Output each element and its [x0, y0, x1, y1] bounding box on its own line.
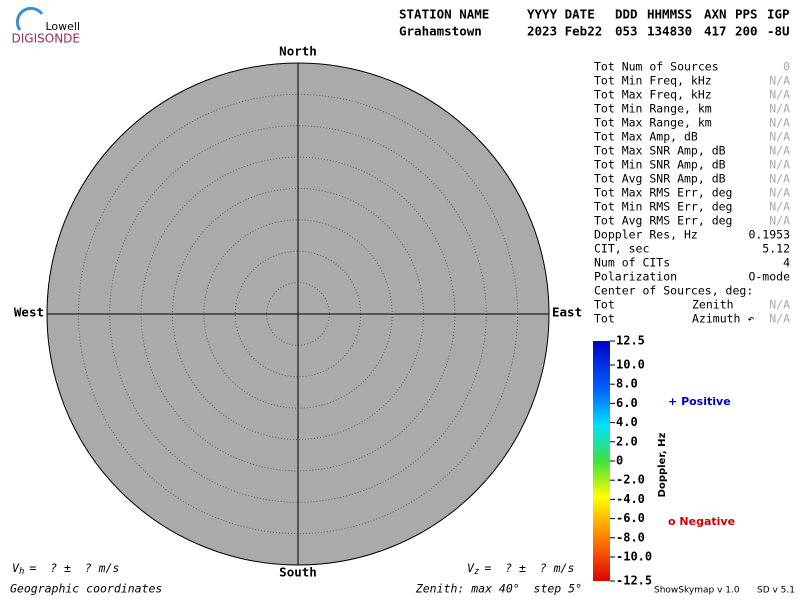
version-label: SD v 5.1 [757, 586, 795, 596]
vz-text: = ? ± ? m/s [484, 561, 574, 575]
west-label: West [14, 305, 44, 320]
stat-label: Tot Min SNR Amp, dB [594, 158, 726, 172]
stat-value: N/A [769, 200, 790, 214]
zenith-label: Zenith: max 40° step 5° [415, 582, 582, 596]
header-value: Grahamstown [399, 24, 482, 39]
center-value: N/A [769, 298, 790, 312]
colorbar-tick-label: 0 [616, 454, 623, 468]
stat-label: Tot Max Freq, kHz [594, 88, 712, 102]
legend-negative: o Negative [668, 515, 735, 528]
stat-value: N/A [769, 116, 790, 130]
stat-label: Doppler Res, Hz [594, 228, 698, 242]
stat-value: N/A [769, 130, 790, 144]
colorbar-tick-label: -6.0 [616, 511, 645, 525]
colorbar-tick-label: 4.0 [616, 415, 638, 429]
stat-value: N/A [769, 102, 790, 116]
stat-value: 0.1953 [748, 228, 790, 242]
header-label: HHMMSS [647, 7, 692, 22]
colorbar-tick-label: -2.0 [616, 473, 645, 487]
stat-label: Num of CITs [594, 256, 670, 270]
vh-text: = ? ± ? m/s [29, 561, 119, 575]
stat-label: Tot Min Range, km [594, 102, 712, 116]
stat-label: Tot Avg RMS Err, deg [594, 214, 732, 228]
stat-value: N/A [769, 88, 790, 102]
stat-label: Tot Min Freq, kHz [594, 74, 712, 88]
legend-positive: + Positive [668, 395, 731, 408]
negative-symbol: o [668, 515, 676, 528]
vh-symbol: V [12, 561, 20, 575]
header-label: STATION NAME [399, 7, 489, 22]
header-label: DDD [615, 7, 638, 22]
center-title: Center of Sources, deg: [594, 284, 753, 298]
colorbar-tick-label: -12.5 [616, 574, 652, 588]
header-value: 053 [615, 24, 638, 39]
east-label: East [552, 305, 582, 320]
colorbar-tick-label: 2.0 [616, 434, 638, 448]
header-value: 417 [704, 24, 727, 39]
vh-label: Vh = ? ± ? m/s [12, 561, 119, 577]
header-label: YYYY DATE [527, 7, 595, 22]
stat-label: Tot Max SNR Amp, dB [594, 144, 726, 158]
stat-label: Tot Num of Sources [594, 60, 719, 74]
stat-value: N/A [769, 158, 790, 172]
vz-symbol: V [467, 561, 475, 575]
logo-arc [15, 6, 44, 31]
header-value: 134830 [647, 24, 692, 39]
stat-value: 5.12 [762, 242, 790, 256]
stat-value: N/A [769, 172, 790, 186]
center-value: N/A [769, 312, 790, 326]
stat-value: N/A [769, 144, 790, 158]
south-label: South [279, 565, 317, 580]
stat-value: O-mode [748, 270, 790, 284]
colorbar-tick-label: -8.0 [616, 530, 645, 544]
center-quantity: Azimuth ↶ [692, 312, 754, 326]
stat-value: 4 [783, 256, 790, 270]
colorbar-tick-label: 6.0 [616, 396, 638, 410]
stat-value: N/A [769, 214, 790, 228]
colorbar-tick-label: 10.0 [616, 358, 645, 372]
center-label: Tot [594, 312, 615, 326]
north-label: North [279, 44, 317, 59]
colorbar-tick-label: -4.0 [616, 492, 645, 506]
header-label: AXN [704, 7, 727, 22]
header-value: 200 [735, 24, 758, 39]
center-quantity: Zenith [692, 298, 734, 312]
stat-label: Tot Max RMS Err, deg [594, 186, 732, 200]
colorbar-title: Doppler, Hz [657, 433, 668, 498]
header-label: PPS [735, 7, 758, 22]
vz-label: Vz = ? ± ? m/s [467, 561, 574, 577]
stat-label: Tot Max Amp, dB [594, 130, 698, 144]
negative-text: Negative [679, 515, 735, 528]
colorbar-tick-label: -10.0 [616, 550, 652, 564]
stat-label: CIT, sec [594, 242, 649, 256]
colorbar-tick-label: 12.5 [616, 334, 645, 348]
vz-sub: z [474, 567, 479, 577]
colorbar [593, 341, 610, 581]
program-label: ShowSkymap v 1.0 [654, 586, 740, 596]
header-label: IGP [767, 7, 790, 22]
header-value: 2023 Feb22 [527, 24, 602, 39]
stat-value: N/A [769, 74, 790, 88]
colorbar-tick-label: 8.0 [616, 377, 638, 391]
positive-symbol: + [668, 395, 677, 408]
vh-sub: h [19, 567, 24, 577]
stat-label: Tot Max Range, km [594, 116, 712, 130]
logo-top: Lowell [45, 20, 80, 33]
stat-value: 0 [783, 60, 790, 74]
positive-text: Positive [681, 395, 731, 408]
stat-value: N/A [769, 186, 790, 200]
stat-label: Polarization [594, 270, 677, 284]
stat-label: Tot Min RMS Err, deg [594, 200, 732, 214]
coords-label: Geographic coordinates [10, 582, 162, 596]
stat-label: Tot Avg SNR Amp, dB [594, 172, 726, 186]
logo-bottom: DIGISONDE [12, 32, 80, 46]
center-label: Tot [594, 298, 615, 312]
header-value: -8U [767, 24, 790, 39]
